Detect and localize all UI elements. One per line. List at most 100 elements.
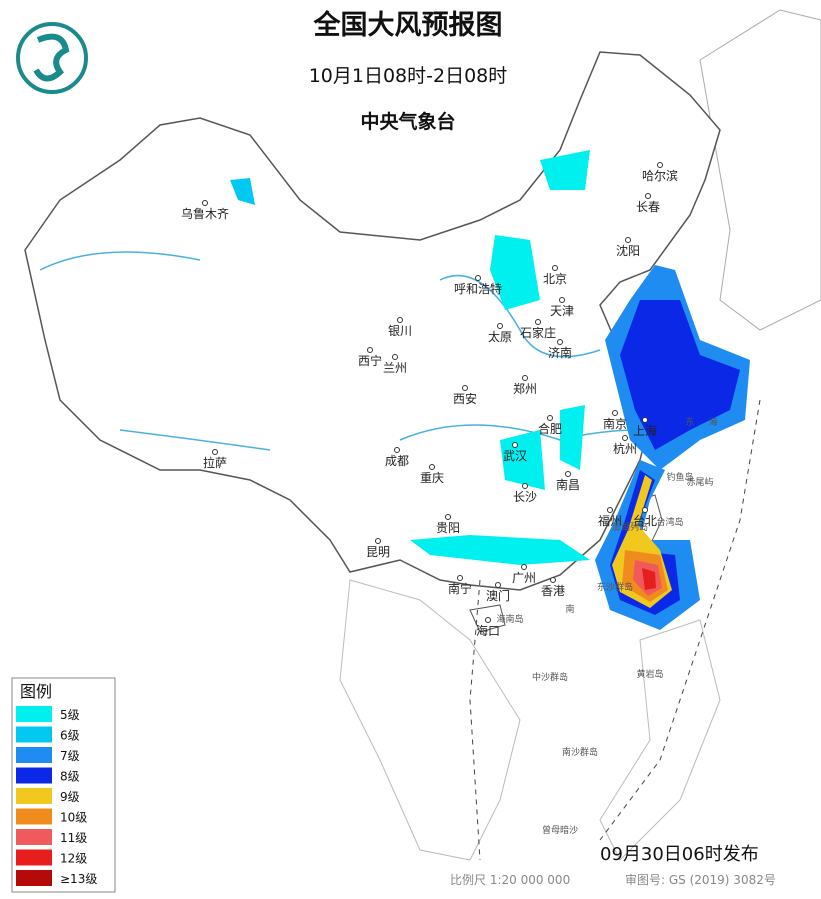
china-outline <box>24 51 721 591</box>
legend-title: 图例 <box>20 682 52 701</box>
city-label: 南宁 <box>448 581 472 596</box>
neighbour-land <box>339 579 521 861</box>
city-label: 拉萨 <box>203 455 227 470</box>
subtitle: 10月1日08时-2日08时 <box>309 65 508 87</box>
place-label: 黄岩岛 <box>636 668 663 680</box>
city-label: 上海 <box>633 423 657 438</box>
approval: 审图号: GS (2019) 3082号 <box>625 872 776 887</box>
city-dot <box>475 275 481 281</box>
city-dot <box>522 375 528 381</box>
city-dot <box>202 200 208 206</box>
city-label: 济南 <box>548 345 572 360</box>
city-label: 香港 <box>541 584 565 598</box>
city-label: 合肥 <box>538 421 562 436</box>
city-label: 重庆 <box>420 471 444 485</box>
legend-label: 10级 <box>60 811 87 825</box>
legend-label: 11级 <box>60 831 87 845</box>
city-label: 福州 <box>598 513 622 528</box>
place-label: 台湾岛 <box>656 516 683 528</box>
city-label: 杭州 <box>613 441 637 456</box>
place-label: 东 <box>685 416 694 428</box>
city-dot <box>559 297 565 303</box>
place-label: 中沙群岛 <box>532 671 568 683</box>
city-label: 银川 <box>388 324 412 338</box>
city-dot <box>485 617 491 623</box>
city-dot <box>657 162 663 168</box>
wind-area-5 <box>500 430 545 490</box>
city-dot <box>642 417 648 423</box>
city-label: 澳门 <box>486 588 510 603</box>
city-dot <box>497 323 503 329</box>
city-label: 成都 <box>385 454 409 468</box>
city-label: 沈阳 <box>616 243 640 258</box>
city-label: 海口 <box>476 623 500 638</box>
city-label: 长沙 <box>513 490 537 504</box>
legend-label: 7级 <box>60 749 80 763</box>
city-label: 广州 <box>512 571 536 585</box>
agency: 中央气象台 <box>360 110 455 133</box>
wind-area-6 <box>230 178 255 205</box>
legend-swatch <box>16 767 52 784</box>
city-dot <box>642 507 648 513</box>
legend-swatch <box>16 849 52 866</box>
legend-swatch <box>16 726 52 743</box>
place-label: 澎湖列岛 <box>612 521 648 533</box>
city-label: 西宁 <box>358 353 382 368</box>
city-label: 兰州 <box>383 361 407 375</box>
legend-items: 5级 6级 7级 8级 9级 10级 11级 12级 ≥13级 <box>16 706 97 886</box>
sea-boundary <box>469 399 761 861</box>
city-dot <box>535 319 541 325</box>
legend-label: 12级 <box>60 852 87 866</box>
city-dot <box>394 447 400 453</box>
city-dot <box>645 193 651 199</box>
place-label: 曾母暗沙 <box>542 824 578 836</box>
place-label: 赤尾屿 <box>686 477 713 488</box>
city-dot <box>212 449 218 455</box>
city-dot <box>565 471 571 477</box>
city-dot <box>445 514 451 520</box>
legend-swatch <box>16 788 52 804</box>
city-dot <box>521 564 527 570</box>
logo <box>33 33 70 82</box>
legend-swatch <box>16 808 52 825</box>
legend-label: 8级 <box>60 770 80 784</box>
place-label: 南沙群岛 <box>562 746 598 758</box>
city-label: 郑州 <box>513 381 537 396</box>
city-label: 南京 <box>603 416 627 431</box>
city-label: 长春 <box>636 200 660 214</box>
city-label: 北京 <box>543 272 567 286</box>
neighbour-land <box>699 9 821 331</box>
city-label: 贵阳 <box>436 521 460 535</box>
city-label: 乌鲁木齐 <box>181 206 229 221</box>
city-label: 石家庄 <box>520 325 556 340</box>
wind-area-5 <box>410 535 590 565</box>
city-dot <box>397 317 403 323</box>
city-label: 天津 <box>550 304 574 318</box>
place-label: 海南岛 <box>496 613 523 625</box>
legend-label: 6级 <box>60 729 80 743</box>
place-label: 南 <box>565 603 574 615</box>
city-dot <box>375 538 381 544</box>
legend-swatch <box>16 747 52 763</box>
city-label: 武汉 <box>503 449 527 463</box>
city-dot <box>392 354 398 360</box>
city-label: 太原 <box>488 329 512 344</box>
city-dot <box>495 582 501 588</box>
city-dot <box>547 415 553 421</box>
legend-label: 9级 <box>60 790 80 804</box>
city-dot <box>457 575 463 581</box>
city-dot <box>612 410 618 416</box>
city-dot <box>462 385 468 391</box>
city-label: 西安 <box>453 391 477 406</box>
city-dot <box>512 442 518 448</box>
legend-label: ≥13级 <box>60 872 97 886</box>
legend-label: 5级 <box>60 708 80 722</box>
wind-area-5 <box>490 235 540 310</box>
city-label: 昆明 <box>366 545 390 559</box>
neighbour-land <box>599 619 721 861</box>
wind-area-12 <box>642 568 656 590</box>
legend-swatch <box>16 706 52 722</box>
legend-swatch <box>16 870 52 886</box>
